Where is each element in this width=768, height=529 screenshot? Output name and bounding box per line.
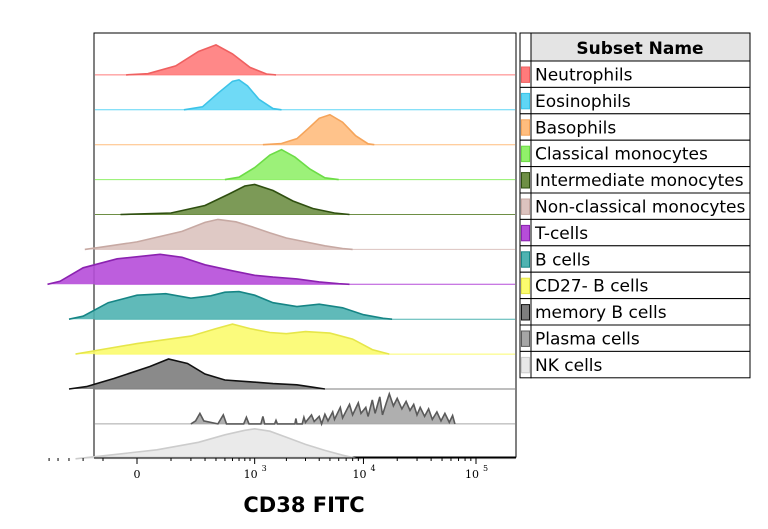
series-outline	[262, 113, 375, 146]
legend-swatch	[521, 92, 530, 110]
x-tick-exponent: 4	[370, 464, 375, 473]
legend-swatch	[521, 119, 530, 136]
legend-entry: Non-classical monocytes	[519, 192, 751, 220]
legend-label: T-cells	[534, 224, 588, 244]
legend-header	[530, 32, 751, 62]
series-outline	[224, 148, 339, 181]
legend-label-cell	[530, 86, 751, 115]
x-tick-label: 0	[134, 468, 141, 481]
x-tick-exponent: 5	[483, 464, 488, 473]
legend-entry: Eosinophils	[519, 86, 751, 115]
series-outline	[84, 218, 353, 251]
series-outline	[120, 183, 350, 216]
series-t-cells	[47, 253, 515, 286]
x-tick-exponent: 3	[262, 464, 267, 473]
legend: Subset Name Neutrophils Eosinophils Basoph…	[519, 32, 751, 379]
legend-entry: Intermediate monocytes	[519, 166, 751, 194]
series-area	[224, 149, 339, 180]
series-outline	[183, 78, 282, 111]
series-classical-monocytes	[95, 148, 515, 181]
series-b-cells	[68, 290, 515, 320]
legend-label-cell	[530, 298, 751, 326]
series-area	[75, 324, 390, 355]
legend-title: Subset Name	[576, 39, 703, 59]
legend-label-cell	[530, 218, 751, 247]
legend-entry: T-cells	[519, 218, 751, 247]
series-area	[84, 219, 353, 250]
series-basophils	[95, 113, 515, 146]
series-non-classical-monocytes	[84, 218, 515, 251]
series-eosinophils	[95, 78, 515, 111]
legend-swatch	[521, 224, 530, 242]
x-axis-tick-labels: 0 10 3 10 4 10 5	[134, 464, 489, 481]
legend-label-cell	[530, 271, 751, 300]
series-area	[69, 359, 325, 389]
legend-swatch	[521, 66, 530, 83]
legend-label: Eosinophils	[535, 92, 631, 112]
legend-label: B cells	[535, 250, 590, 270]
x-tick-label: 10	[352, 468, 366, 481]
series-area	[47, 254, 350, 285]
legend-swatch	[521, 304, 530, 321]
legend-entry: CD27- B cells	[519, 271, 751, 300]
legend-label: Non-classical monocytes	[535, 198, 746, 218]
legend-label-cell	[530, 245, 751, 273]
legend-entry: Basophils	[519, 113, 751, 141]
legend-swatch	[521, 251, 530, 268]
legend-label-cell	[530, 350, 751, 379]
x-tick-label: 10	[465, 468, 479, 481]
legend-entry: NK cells	[519, 350, 751, 379]
x-tick-label: 10	[244, 468, 258, 481]
series-area	[120, 184, 350, 215]
series-intermediate-monocytes	[95, 183, 515, 216]
series-outline	[75, 323, 390, 355]
legend-entry: memory B cells	[519, 298, 751, 326]
series-neutrophils	[95, 44, 515, 76]
legend-label: memory B cells	[535, 303, 667, 323]
legend-swatch	[521, 356, 530, 374]
legend-label: NK cells	[535, 356, 603, 376]
legend-entry: Classical monocytes	[519, 139, 751, 168]
legend-label: Plasma cells	[535, 330, 640, 350]
x-axis: 0 10 3 10 4 10 5	[48, 457, 516, 481]
legend-title-indent	[519, 32, 532, 62]
legend-label: CD27- B cells	[535, 277, 648, 297]
x-axis-minor-ticks	[48, 458, 477, 464]
legend-swatch	[521, 145, 530, 163]
legend-swatch	[521, 277, 530, 295]
x-axis-title: CD38 FITC	[243, 493, 364, 517]
histogram-series-layer	[47, 44, 515, 460]
legend-swatch	[521, 330, 530, 347]
series-area	[262, 114, 375, 145]
series-area	[126, 44, 276, 75]
legend-label: Classical monocytes	[535, 145, 708, 165]
legend-label: Basophils	[535, 118, 616, 138]
legend-label-cell	[530, 113, 751, 141]
series-outline	[190, 391, 456, 427]
legend-rows: Neutrophils Eosinophils Basophils Classical…	[519, 60, 751, 379]
legend-entry: Plasma cells	[519, 324, 751, 352]
legend-swatch	[521, 172, 530, 189]
series-memory-b-cells	[68, 358, 515, 390]
series-area	[190, 393, 455, 424]
legend-label-cell	[530, 192, 751, 220]
series-outline	[126, 44, 277, 76]
legend-label: Intermediate monocytes	[535, 171, 744, 191]
series-outline	[68, 358, 326, 390]
legend-label: Neutrophils	[535, 66, 633, 86]
legend-entry: B cells	[519, 245, 751, 273]
legend-entry: Neutrophils	[519, 60, 751, 88]
series-plasma-cells	[95, 391, 515, 427]
series-cd27-b-cells	[75, 323, 515, 355]
series-area	[69, 291, 393, 320]
series-outline	[75, 427, 362, 460]
legend-swatch	[521, 198, 530, 215]
series-outline	[47, 253, 350, 286]
legend-label-cell	[530, 324, 751, 352]
series-outline	[68, 290, 393, 320]
